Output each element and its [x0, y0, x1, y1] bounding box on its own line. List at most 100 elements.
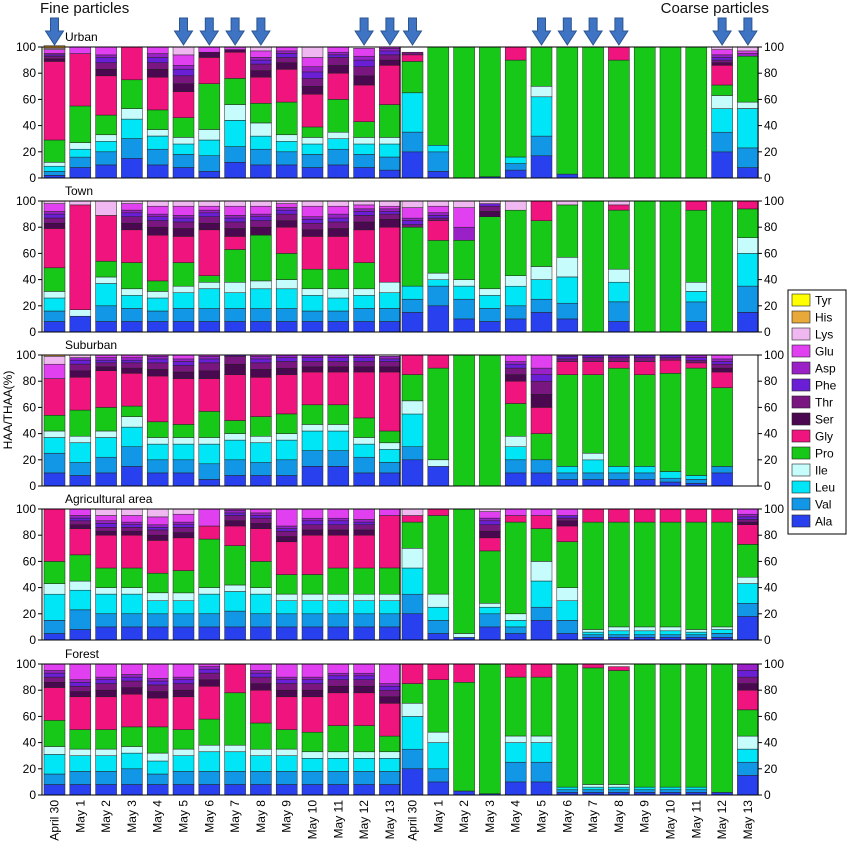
bar-segment-pro	[530, 46, 553, 87]
bar-segment-asp	[379, 208, 401, 212]
bar-segment-phe	[530, 374, 553, 382]
bar-segment-glu	[479, 511, 501, 519]
bar-segment-gly	[582, 361, 604, 375]
bar-segment-phe	[353, 59, 375, 67]
bar-segment-ile	[353, 137, 375, 145]
y-tick-label-left: 100	[16, 657, 36, 671]
bar-segment-asp	[301, 517, 324, 522]
sample-arrow	[44, 17, 65, 46]
legend-label-ser: Ser	[815, 413, 834, 427]
bar-segment-pro	[224, 420, 246, 434]
bar-segment-phe	[275, 679, 298, 684]
bar-segment-val	[43, 310, 66, 322]
y-tick-label-right: 40	[764, 119, 778, 133]
bar-segment-pro	[43, 415, 66, 432]
bar-segment-gly	[224, 51, 246, 79]
bar-segment-phe	[275, 53, 298, 58]
bar-segment-thr	[172, 221, 195, 229]
bar-segment-glu	[95, 515, 117, 521]
bar-segment-ile	[427, 272, 450, 280]
bar-segment-pro	[479, 216, 501, 289]
bar-segment-ala	[224, 321, 246, 333]
bar-segment-ile	[659, 626, 682, 632]
bar-segment-ala	[582, 479, 604, 487]
bar-segment-pro	[43, 720, 66, 747]
bar-segment-asp	[146, 524, 169, 528]
bar-segment-phe	[353, 211, 375, 216]
bar-segment-glu	[327, 46, 350, 53]
bar-segment-val	[504, 305, 527, 320]
bar-segment-val	[172, 771, 195, 785]
bar-segment-gly	[379, 226, 401, 283]
y-tick-label-left: 80	[23, 528, 37, 542]
y-tick-label-left: 40	[23, 736, 37, 750]
bar-segment-glu	[275, 46, 298, 52]
sample-arrow	[250, 17, 271, 46]
bar-segment-ala	[250, 626, 272, 641]
bar-segment-ala	[121, 466, 143, 487]
bar-segment-pro	[427, 367, 450, 461]
bar-segment-phe	[275, 209, 298, 215]
bar-segment-ala	[146, 472, 169, 487]
bar-segment-phe	[379, 686, 401, 691]
bar-segment-pro	[711, 663, 733, 793]
bar-segment-thr	[95, 683, 117, 691]
y-tick-label-right: 40	[764, 581, 778, 595]
bar-segment-pro	[530, 528, 553, 562]
bar-segment-ala	[146, 321, 169, 333]
bar-segment-ala	[379, 784, 401, 796]
bar-segment-gly	[146, 234, 169, 282]
bar-segment-gly	[121, 373, 143, 407]
bar-segment-leu	[530, 580, 553, 608]
bar-segment-gly	[379, 371, 401, 432]
y-tick-label-left: 40	[23, 427, 37, 441]
bar-segment-asp	[737, 513, 759, 518]
bar-segment-val	[530, 762, 553, 783]
bar-segment-glu	[301, 57, 324, 67]
bar-segment-val	[401, 748, 424, 769]
bar-segment-phe	[69, 359, 92, 365]
bar-segment-lys	[353, 200, 375, 206]
bar-segment-asp	[95, 357, 117, 361]
bar-segment-val	[43, 171, 66, 176]
bar-segment-phe	[43, 672, 66, 678]
bar-segment-ser	[275, 62, 298, 70]
bar-segment-pro	[504, 59, 527, 158]
sample-arrow	[225, 17, 246, 46]
bar-segment-phe	[275, 528, 298, 532]
bar-segment-val	[530, 459, 553, 474]
bar-segment-glu	[504, 354, 527, 362]
bar-segment-leu	[198, 751, 221, 772]
bar-segment-ala	[530, 155, 553, 179]
legend-label-his: His	[815, 311, 832, 325]
bar-segment-val	[379, 156, 401, 171]
bar-segment-pro	[504, 676, 527, 737]
bar-segment-val	[198, 463, 221, 480]
bar-segment-val	[401, 593, 424, 614]
bar-segment-val	[353, 308, 375, 322]
x-tick-label: May 10	[306, 800, 320, 840]
bar-segment-ile	[121, 416, 143, 428]
bar-segment-glu	[301, 663, 324, 678]
bar-segment-asp	[453, 226, 475, 241]
bar-segment-leu	[198, 443, 221, 465]
y-tick-label-left: 60	[23, 554, 37, 568]
bar-segment-ser	[711, 62, 733, 66]
bar-segment-glu	[737, 508, 759, 515]
bar-segment-val	[43, 453, 66, 474]
bar-segment-gly	[301, 371, 324, 406]
bar-segment-ala	[172, 472, 195, 487]
bar-segment-ser	[146, 369, 169, 377]
bar-segment-lys	[146, 200, 169, 207]
bar-segment-ile	[121, 587, 143, 595]
bar-segment-gly	[172, 696, 195, 730]
y-axis-label: HAA/THAA(%)	[1, 371, 15, 450]
bar-segment-lys	[301, 200, 324, 207]
bar-segment-phe	[737, 516, 759, 520]
bar-segment-leu	[608, 630, 630, 635]
x-tick-label: April 30	[406, 800, 420, 841]
bar-segment-ile	[327, 424, 350, 432]
bar-segment-thr	[353, 679, 375, 687]
bar-segment-glu	[301, 508, 324, 519]
bar-segment-val	[582, 789, 604, 793]
